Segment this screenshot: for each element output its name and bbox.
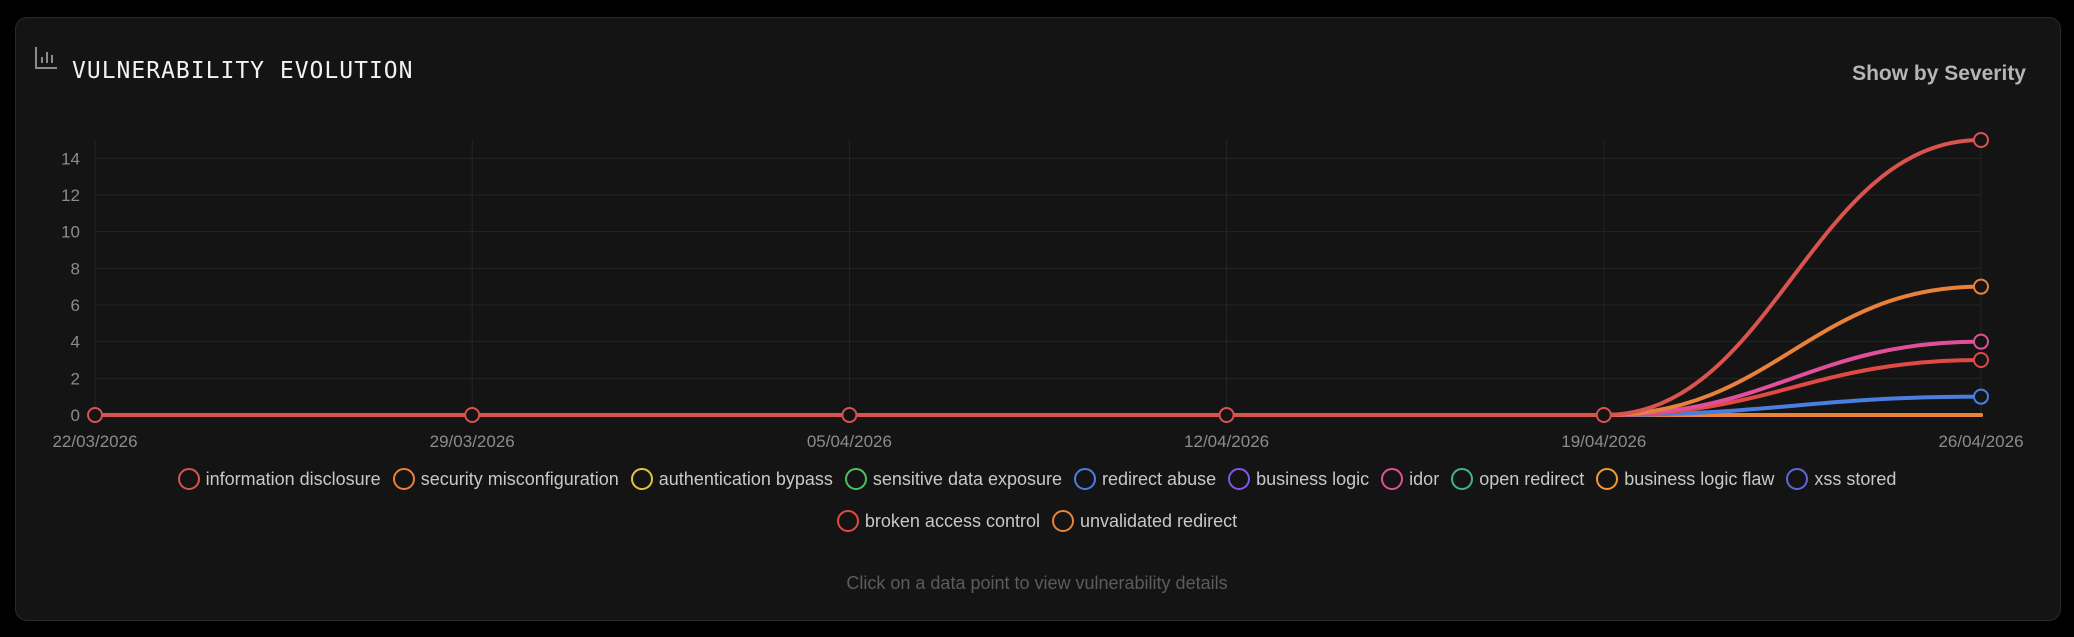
show-by-severity-button[interactable]: Show by Severity	[1852, 62, 2026, 85]
legend-marker	[177, 468, 200, 490]
line-chart: 0 2 4 6 8 10 12 14 22/03/2026 29/03/2026 05/04/202…	[52, 132, 2024, 451]
data-point[interactable]	[464, 407, 481, 423]
legend-item[interactable]: redirect abuse	[1074, 463, 1216, 495]
legend-label: authentication bypass	[658, 468, 833, 489]
bar-chart-icon	[33, 45, 59, 71]
x-tick-label: 26/04/2026	[1938, 432, 2023, 451]
evolution-card	[15, 17, 2061, 621]
legend-label: sensitive data exposure	[872, 468, 1063, 489]
legend-item[interactable]: open redirect	[1451, 463, 1584, 495]
legend-label: open redirect	[1479, 468, 1585, 489]
legend-item[interactable]: unvalidated redirect	[1051, 505, 1238, 537]
legend-item[interactable]: business logic flaw	[1596, 463, 1774, 495]
y-tick-label: 4	[71, 333, 80, 352]
data-point[interactable]	[1973, 278, 1989, 295]
data-point[interactable]	[1973, 333, 1989, 350]
y-tick-label: 14	[61, 149, 80, 168]
series-line-security-misconfiguration	[93, 284, 1983, 418]
legend-item[interactable]: business logic	[1228, 463, 1369, 495]
data-point[interactable]	[1218, 407, 1235, 423]
legend-item[interactable]: broken access control	[836, 505, 1040, 537]
legend-marker	[392, 468, 415, 490]
series-line-information-disclosure	[93, 138, 1983, 418]
legend-marker	[1074, 468, 1097, 490]
legend-marker	[1228, 468, 1251, 490]
legend-marker	[630, 468, 653, 490]
data-point[interactable]	[1973, 132, 1989, 148]
x-tick-label: 05/04/2026	[807, 432, 892, 451]
legend-label: xss stored	[1814, 468, 1897, 489]
legend-label: unvalidated redirect	[1079, 510, 1238, 531]
legend-marker	[836, 510, 859, 532]
y-tick-label: 8	[71, 259, 80, 278]
legend-label: information disclosure	[205, 468, 381, 489]
data-point[interactable]	[87, 407, 103, 423]
x-tick-label: 22/03/2026	[52, 432, 137, 451]
legend-item[interactable]: xss stored	[1786, 463, 1896, 495]
y-tick-label: 2	[71, 369, 80, 388]
legend-marker	[1051, 510, 1074, 532]
data-point[interactable]	[1973, 388, 1989, 405]
legend-item[interactable]: security misconfiguration	[392, 463, 619, 495]
legend-marker	[1786, 468, 1809, 490]
legend-label: redirect abuse	[1102, 468, 1217, 489]
legend-item[interactable]: idor	[1381, 463, 1439, 495]
y-tick-label: 6	[71, 296, 80, 315]
data-point[interactable]	[1595, 407, 1612, 423]
legend-label: broken access control	[864, 510, 1040, 531]
chart-hint: Click on a data point to view vulnerabil…	[846, 573, 1228, 593]
x-tick-label: 19/04/2026	[1561, 432, 1646, 451]
legend-marker	[844, 468, 867, 490]
legend-item[interactable]: information disclosure	[177, 463, 381, 495]
y-tick-label: 12	[61, 186, 80, 205]
y-tick-label: 10	[61, 223, 80, 242]
legend-item[interactable]: sensitive data exposure	[844, 463, 1063, 495]
data-point[interactable]	[841, 407, 858, 423]
legend-item[interactable]: authentication bypass	[630, 463, 833, 495]
chart-title: VULNERABILITY EVOLUTION	[72, 58, 414, 84]
x-tick-label: 12/04/2026	[1184, 432, 1269, 451]
chart-legend: information disclosure security misconfig…	[100, 463, 1974, 537]
legend-marker	[1381, 468, 1404, 490]
legend-marker	[1596, 468, 1619, 490]
x-tick-label: 29/03/2026	[430, 432, 515, 451]
legend-label: security misconfiguration	[420, 468, 619, 489]
data-point[interactable]	[1973, 352, 1989, 368]
legend-label: business logic flaw	[1624, 468, 1775, 489]
legend-marker	[1451, 468, 1474, 490]
legend-label: business logic	[1256, 468, 1370, 489]
y-tick-label: 0	[71, 406, 80, 425]
legend-label: idor	[1409, 468, 1440, 489]
